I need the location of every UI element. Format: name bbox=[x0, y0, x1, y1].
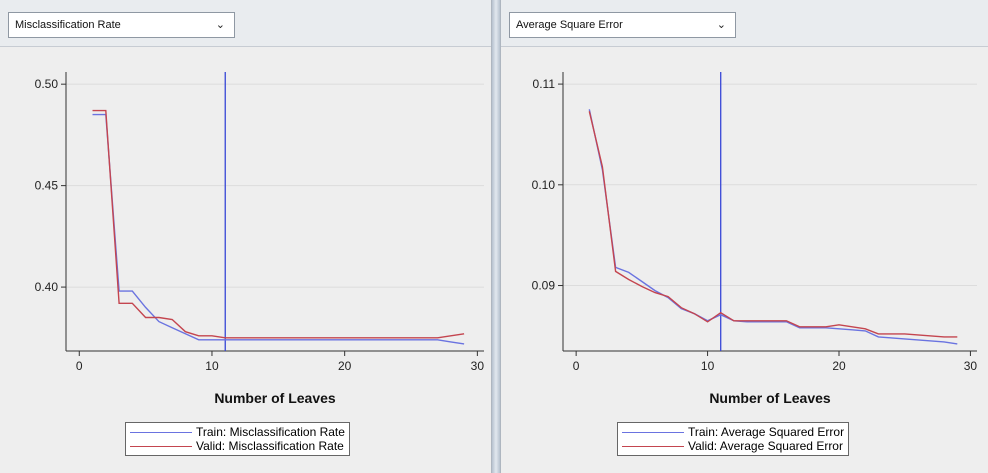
legend-item-train: Train: Average Squared Error bbox=[622, 425, 844, 439]
misclassification-chart: 0.40 0.45 0.50 0 10 20 30 Number of Leaves bbox=[35, 72, 485, 406]
x-tick-label: 0 bbox=[573, 359, 580, 373]
legend-item-valid: Valid: Average Squared Error bbox=[622, 439, 844, 453]
chart-toolbar: Misclassification Rate ⌄ bbox=[0, 0, 491, 47]
chart-toolbar: Average Square Error ⌄ bbox=[501, 0, 988, 47]
legend-label-valid: Valid: Misclassification Rate bbox=[196, 439, 344, 453]
plot-area bbox=[0, 47, 491, 473]
x-tick-label: 20 bbox=[338, 359, 352, 373]
y-tick-label: 0.45 bbox=[35, 179, 59, 193]
chevron-down-icon: ⌄ bbox=[716, 19, 726, 31]
valid-series-line bbox=[92, 109, 465, 339]
legend-label-valid: Valid: Average Squared Error bbox=[688, 439, 843, 453]
train-series-line bbox=[588, 109, 958, 345]
y-tick-label: 0.09 bbox=[532, 279, 556, 293]
chart-legend: Train: Misclassification Rate Valid: Mis… bbox=[125, 422, 350, 456]
statistic-dropdown[interactable]: Average Square Error ⌄ bbox=[509, 12, 736, 38]
x-axis-label: Number of Leaves bbox=[214, 390, 336, 406]
misclassification-panel: Misclassification Rate ⌄ 0.40 0.45 0.50 0 10… bbox=[0, 0, 492, 473]
legend-item-valid: Valid: Misclassification Rate bbox=[130, 439, 345, 453]
statistic-dropdown[interactable]: Misclassification Rate ⌄ bbox=[8, 12, 235, 38]
plot-area bbox=[501, 47, 988, 473]
legend-swatch-valid bbox=[130, 445, 192, 447]
y-tick-label: 0.50 bbox=[35, 77, 59, 91]
x-tick-label: 30 bbox=[471, 359, 485, 373]
statistic-dropdown-value: Misclassification Rate bbox=[15, 19, 121, 31]
x-tick-label: 10 bbox=[701, 359, 715, 373]
average-squared-error-chart: 0.09 0.10 0.11 0 10 20 30 Number of Leaves bbox=[532, 72, 978, 406]
chart-legend: Train: Average Squared Error Valid: Aver… bbox=[617, 422, 850, 456]
legend-swatch-valid bbox=[622, 445, 684, 447]
y-tick-label: 0.10 bbox=[532, 178, 556, 192]
x-tick-label: 30 bbox=[964, 359, 978, 373]
legend-swatch-train bbox=[622, 431, 684, 433]
statistic-dropdown-value: Average Square Error bbox=[516, 19, 623, 31]
y-tick-label: 0.40 bbox=[35, 280, 59, 294]
legend-item-train: Train: Misclassification Rate bbox=[130, 425, 345, 439]
x-tick-label: 10 bbox=[205, 359, 219, 373]
x-tick-label: 20 bbox=[832, 359, 846, 373]
x-axis-label: Number of Leaves bbox=[709, 390, 831, 406]
valid-series-line bbox=[588, 111, 958, 338]
average-square-error-panel: Average Square Error ⌄ 0.09 0.10 0.11 0 10 20… bbox=[500, 0, 988, 473]
legend-swatch-train bbox=[130, 431, 192, 433]
chevron-down-icon: ⌄ bbox=[215, 19, 225, 31]
train-series-line bbox=[92, 113, 465, 345]
x-tick-label: 0 bbox=[76, 359, 83, 373]
legend-label-train: Train: Misclassification Rate bbox=[196, 425, 345, 439]
splitter[interactable] bbox=[492, 0, 500, 473]
legend-label-train: Train: Average Squared Error bbox=[688, 425, 845, 439]
y-tick-label: 0.11 bbox=[533, 77, 556, 91]
